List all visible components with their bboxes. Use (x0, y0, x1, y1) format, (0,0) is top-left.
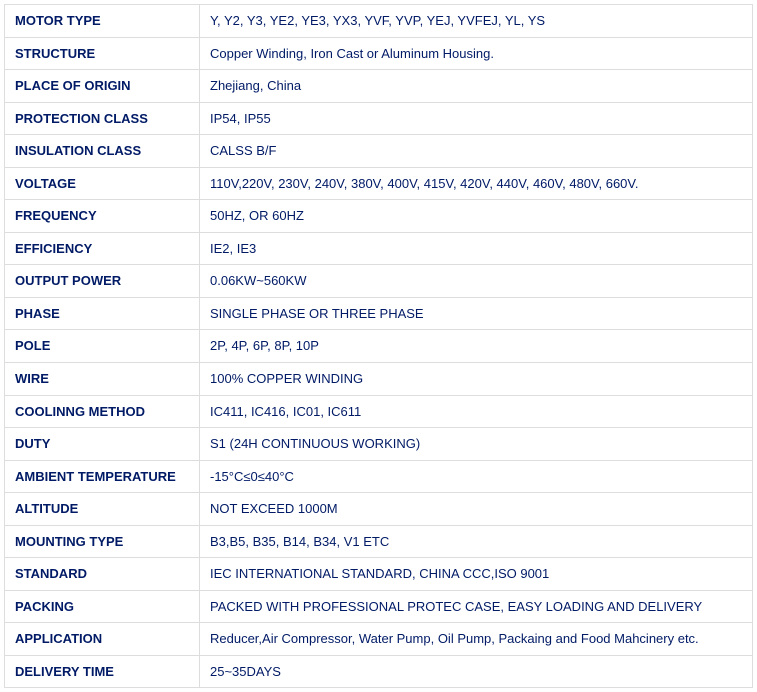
table-row: ALTITUDENOT EXCEED 1000M (5, 493, 753, 526)
spec-value: IP54, IP55 (200, 102, 753, 135)
table-row: VOLTAGE110V,220V, 230V, 240V, 380V, 400V… (5, 167, 753, 200)
table-row: STRUCTURECopper Winding, Iron Cast or Al… (5, 37, 753, 70)
spec-label: VOLTAGE (5, 167, 200, 200)
spec-value: NOT EXCEED 1000M (200, 493, 753, 526)
spec-label: PACKING (5, 590, 200, 623)
spec-label: PLACE OF ORIGIN (5, 70, 200, 103)
table-row: INSULATION CLASSCALSS B/F (5, 135, 753, 168)
spec-value: CALSS B/F (200, 135, 753, 168)
table-row: PACKINGPACKED WITH PROFESSIONAL PROTEC C… (5, 590, 753, 623)
table-row: STANDARDIEC INTERNATIONAL STANDARD, CHIN… (5, 558, 753, 591)
spec-label: EFFICIENCY (5, 232, 200, 265)
table-row: MOUNTING TYPEB3,B5, B35, B14, B34, V1 ET… (5, 525, 753, 558)
spec-label: INSULATION CLASS (5, 135, 200, 168)
spec-label: ALTITUDE (5, 493, 200, 526)
table-row: WIRE100% COPPER WINDING (5, 363, 753, 396)
spec-label: STANDARD (5, 558, 200, 591)
table-row: COOLINNG METHODIC411, IC416, IC01, IC611 (5, 395, 753, 428)
spec-label: OUTPUT POWER (5, 265, 200, 298)
spec-value: Reducer,Air Compressor, Water Pump, Oil … (200, 623, 753, 656)
spec-label: AMBIENT TEMPERATURE (5, 460, 200, 493)
spec-value: -15°C≤0≤40°C (200, 460, 753, 493)
table-row: DELIVERY TIME25~35DAYS (5, 655, 753, 688)
table-row: MOTOR TYPEY, Y2, Y3, YE2, YE3, YX3, YVF,… (5, 5, 753, 38)
spec-table-body: MOTOR TYPEY, Y2, Y3, YE2, YE3, YX3, YVF,… (5, 5, 753, 688)
spec-value: Zhejiang, China (200, 70, 753, 103)
table-row: DUTYS1 (24H CONTINUOUS WORKING) (5, 428, 753, 461)
spec-label: APPLICATION (5, 623, 200, 656)
table-row: PROTECTION CLASSIP54, IP55 (5, 102, 753, 135)
table-row: EFFICIENCYIE2, IE3 (5, 232, 753, 265)
spec-label: MOUNTING TYPE (5, 525, 200, 558)
table-row: PLACE OF ORIGINZhejiang, China (5, 70, 753, 103)
spec-value: 100% COPPER WINDING (200, 363, 753, 396)
table-row: PHASESINGLE PHASE OR THREE PHASE (5, 297, 753, 330)
spec-label: COOLINNG METHOD (5, 395, 200, 428)
spec-value: 25~35DAYS (200, 655, 753, 688)
spec-table: MOTOR TYPEY, Y2, Y3, YE2, YE3, YX3, YVF,… (4, 4, 753, 688)
spec-label: DUTY (5, 428, 200, 461)
spec-label: FREQUENCY (5, 200, 200, 233)
spec-label: MOTOR TYPE (5, 5, 200, 38)
spec-value: PACKED WITH PROFESSIONAL PROTEC CASE, EA… (200, 590, 753, 623)
spec-value: S1 (24H CONTINUOUS WORKING) (200, 428, 753, 461)
spec-label: DELIVERY TIME (5, 655, 200, 688)
spec-label: STRUCTURE (5, 37, 200, 70)
table-row: APPLICATIONReducer,Air Compressor, Water… (5, 623, 753, 656)
spec-value: B3,B5, B35, B14, B34, V1 ETC (200, 525, 753, 558)
spec-label: POLE (5, 330, 200, 363)
spec-value: IEC INTERNATIONAL STANDARD, CHINA CCC,IS… (200, 558, 753, 591)
spec-label: PROTECTION CLASS (5, 102, 200, 135)
spec-value: 110V,220V, 230V, 240V, 380V, 400V, 415V,… (200, 167, 753, 200)
spec-label: PHASE (5, 297, 200, 330)
table-row: OUTPUT POWER0.06KW~560KW (5, 265, 753, 298)
table-row: FREQUENCY50HZ, OR 60HZ (5, 200, 753, 233)
spec-value: Copper Winding, Iron Cast or Aluminum Ho… (200, 37, 753, 70)
spec-label: WIRE (5, 363, 200, 396)
spec-value: 50HZ, OR 60HZ (200, 200, 753, 233)
spec-value: IE2, IE3 (200, 232, 753, 265)
spec-value: 0.06KW~560KW (200, 265, 753, 298)
spec-value: SINGLE PHASE OR THREE PHASE (200, 297, 753, 330)
table-row: AMBIENT TEMPERATURE-15°C≤0≤40°C (5, 460, 753, 493)
spec-value: Y, Y2, Y3, YE2, YE3, YX3, YVF, YVP, YEJ,… (200, 5, 753, 38)
table-row: POLE2P, 4P, 6P, 8P, 10P (5, 330, 753, 363)
spec-value: 2P, 4P, 6P, 8P, 10P (200, 330, 753, 363)
spec-value: IC411, IC416, IC01, IC611 (200, 395, 753, 428)
